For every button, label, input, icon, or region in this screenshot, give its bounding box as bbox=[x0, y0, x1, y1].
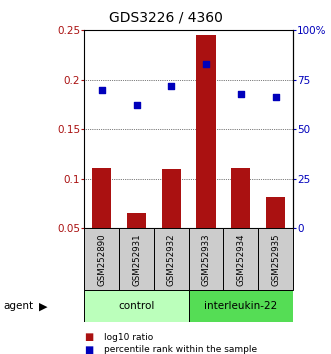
Text: log10 ratio: log10 ratio bbox=[104, 332, 154, 342]
Text: GSM252934: GSM252934 bbox=[236, 233, 245, 286]
FancyBboxPatch shape bbox=[189, 290, 293, 322]
Bar bbox=[197, 35, 215, 228]
FancyBboxPatch shape bbox=[154, 228, 189, 290]
Point bbox=[203, 61, 209, 67]
Point bbox=[238, 91, 243, 96]
Bar bbox=[231, 168, 250, 228]
Point bbox=[99, 87, 105, 92]
Text: percentile rank within the sample: percentile rank within the sample bbox=[104, 345, 258, 354]
Point bbox=[134, 103, 139, 108]
Text: GSM252931: GSM252931 bbox=[132, 233, 141, 286]
Point bbox=[168, 83, 174, 88]
Text: ■: ■ bbox=[84, 332, 94, 342]
Text: GDS3226 / 4360: GDS3226 / 4360 bbox=[109, 11, 222, 25]
FancyBboxPatch shape bbox=[258, 228, 293, 290]
Text: ■: ■ bbox=[84, 345, 94, 354]
FancyBboxPatch shape bbox=[84, 290, 189, 322]
Text: GSM252890: GSM252890 bbox=[97, 233, 106, 286]
FancyBboxPatch shape bbox=[84, 228, 119, 290]
Text: ▶: ▶ bbox=[39, 301, 48, 311]
Text: GSM252935: GSM252935 bbox=[271, 233, 280, 286]
Text: agent: agent bbox=[3, 301, 33, 311]
FancyBboxPatch shape bbox=[119, 228, 154, 290]
Text: GSM252932: GSM252932 bbox=[167, 233, 176, 286]
Text: control: control bbox=[118, 301, 155, 311]
FancyBboxPatch shape bbox=[223, 228, 258, 290]
Bar bbox=[266, 196, 285, 228]
Text: GSM252933: GSM252933 bbox=[202, 233, 211, 286]
Bar bbox=[162, 169, 181, 228]
Text: interleukin-22: interleukin-22 bbox=[204, 301, 277, 311]
Bar bbox=[92, 168, 111, 228]
Point bbox=[273, 95, 278, 100]
Bar bbox=[127, 213, 146, 228]
FancyBboxPatch shape bbox=[189, 228, 223, 290]
